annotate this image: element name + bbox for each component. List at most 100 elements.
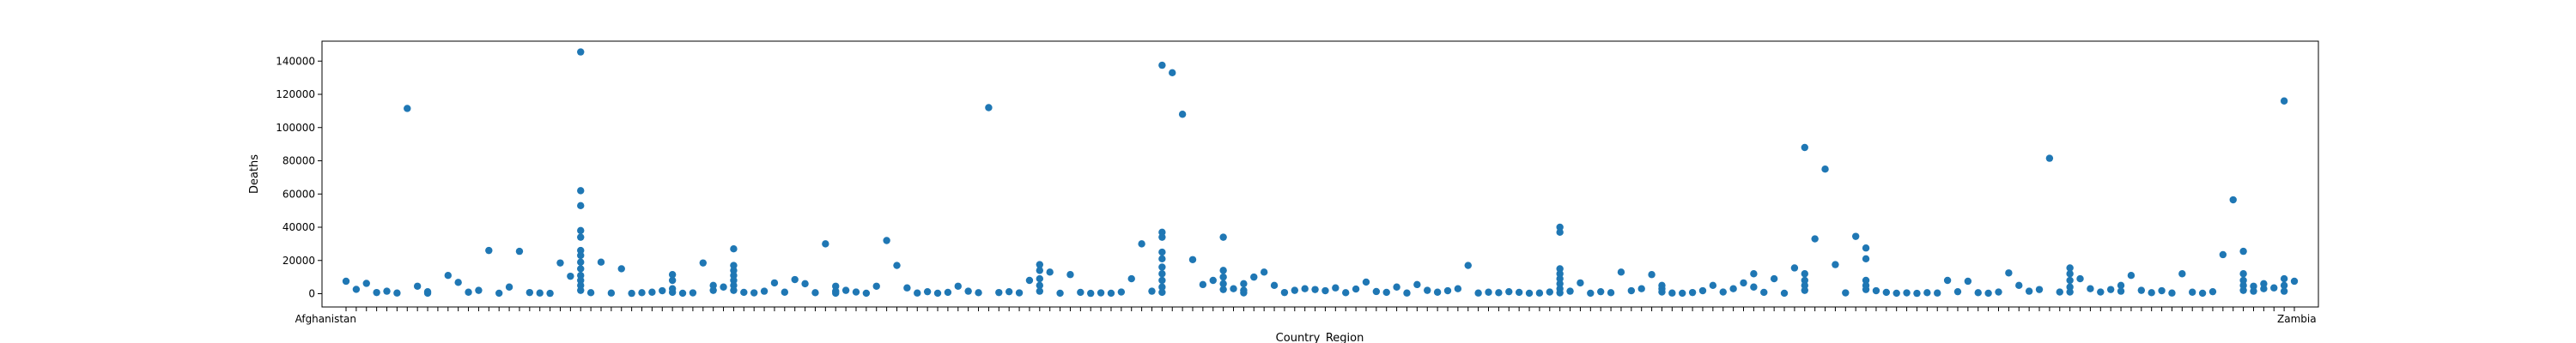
x-axis-label: Country_Region [1276, 332, 1364, 343]
data-point [862, 289, 871, 298]
data-point [2260, 285, 2268, 292]
plot-area [321, 40, 2319, 308]
data-point [1454, 285, 1462, 292]
data-point [1158, 288, 1166, 297]
data-point [1485, 288, 1492, 296]
data-point [1240, 289, 1248, 297]
data-point [2005, 269, 2013, 277]
data-point [770, 279, 779, 287]
data-point [2066, 270, 2074, 278]
data-point [1270, 281, 1279, 290]
data-point [1036, 261, 1044, 268]
data-point [2066, 264, 2074, 272]
data-point [1688, 288, 1697, 297]
data-point [1158, 233, 1166, 241]
data-point [2239, 276, 2247, 285]
data-point [668, 271, 677, 279]
data-point [2087, 285, 2094, 292]
data-point [1556, 223, 1564, 232]
data-point [1668, 289, 1676, 297]
data-point [2229, 196, 2237, 204]
data-point [1556, 274, 1564, 283]
data-point [607, 289, 616, 297]
y-tick-label: 0 [308, 288, 315, 300]
data-point [730, 286, 738, 294]
data-point [730, 271, 738, 280]
data-point [1393, 283, 1400, 291]
data-point [444, 271, 452, 280]
data-point [985, 104, 993, 111]
data-point [342, 277, 350, 286]
data-point [1811, 235, 1819, 243]
data-point [1046, 268, 1054, 276]
data-point [1750, 283, 1758, 291]
data-point [628, 289, 635, 298]
data-point [1311, 286, 1319, 293]
data-point [1851, 232, 1860, 240]
data-point [1036, 281, 1044, 290]
data-point [1709, 281, 1717, 290]
data-point [852, 288, 860, 296]
data-point [1219, 233, 1227, 241]
data-point [1066, 271, 1074, 279]
data-point [1199, 280, 1207, 289]
data-point [413, 282, 422, 290]
data-point [811, 289, 819, 297]
data-point [1341, 289, 1350, 297]
data-point [2219, 250, 2227, 259]
data-point [1862, 255, 1870, 263]
data-point [617, 265, 625, 273]
data-point [2117, 287, 2125, 295]
data-point [709, 281, 717, 290]
data-point [586, 289, 595, 297]
data-point [944, 288, 952, 297]
data-point [1056, 289, 1064, 298]
data-point [1036, 287, 1044, 295]
data-point [2035, 286, 2044, 293]
data-point [1627, 286, 1636, 295]
data-point [975, 289, 982, 297]
data-point [832, 289, 840, 298]
data-point [1138, 240, 1145, 248]
data-point [465, 288, 472, 296]
data-point [2066, 283, 2074, 291]
data-point [1158, 228, 1166, 237]
data-point [1015, 289, 1024, 297]
y-tick-label: 60000 [283, 188, 315, 200]
data-point [556, 259, 564, 267]
data-point [2178, 270, 2186, 278]
data-point [505, 283, 513, 291]
data-point [577, 48, 585, 56]
data-point [1291, 286, 1299, 294]
data-point [668, 288, 677, 297]
data-point [1719, 288, 1727, 296]
data-point [495, 289, 503, 298]
data-point [1698, 286, 1707, 295]
data-point [1821, 165, 1829, 173]
data-point [1974, 289, 1982, 297]
data-point [822, 240, 829, 248]
data-point [1433, 288, 1442, 296]
data-point [1036, 274, 1044, 283]
data-point [1321, 286, 1329, 295]
data-point [2106, 286, 2115, 293]
data-point [1219, 273, 1227, 281]
data-point [740, 288, 748, 297]
data-point [2056, 288, 2063, 296]
data-point [1158, 255, 1166, 263]
data-point [577, 202, 585, 210]
data-point [454, 279, 462, 286]
data-point [423, 289, 432, 298]
data-point [1801, 286, 1808, 294]
data-point [1158, 248, 1166, 256]
data-point [2239, 270, 2247, 278]
data-point [1158, 61, 1166, 69]
data-point [577, 281, 585, 290]
x-tick-label: Zambia [2277, 313, 2317, 325]
data-point [1240, 280, 1248, 288]
data-point [1230, 285, 1237, 292]
data-point [597, 258, 605, 266]
data-point [515, 247, 524, 256]
data-point [1862, 276, 1870, 285]
